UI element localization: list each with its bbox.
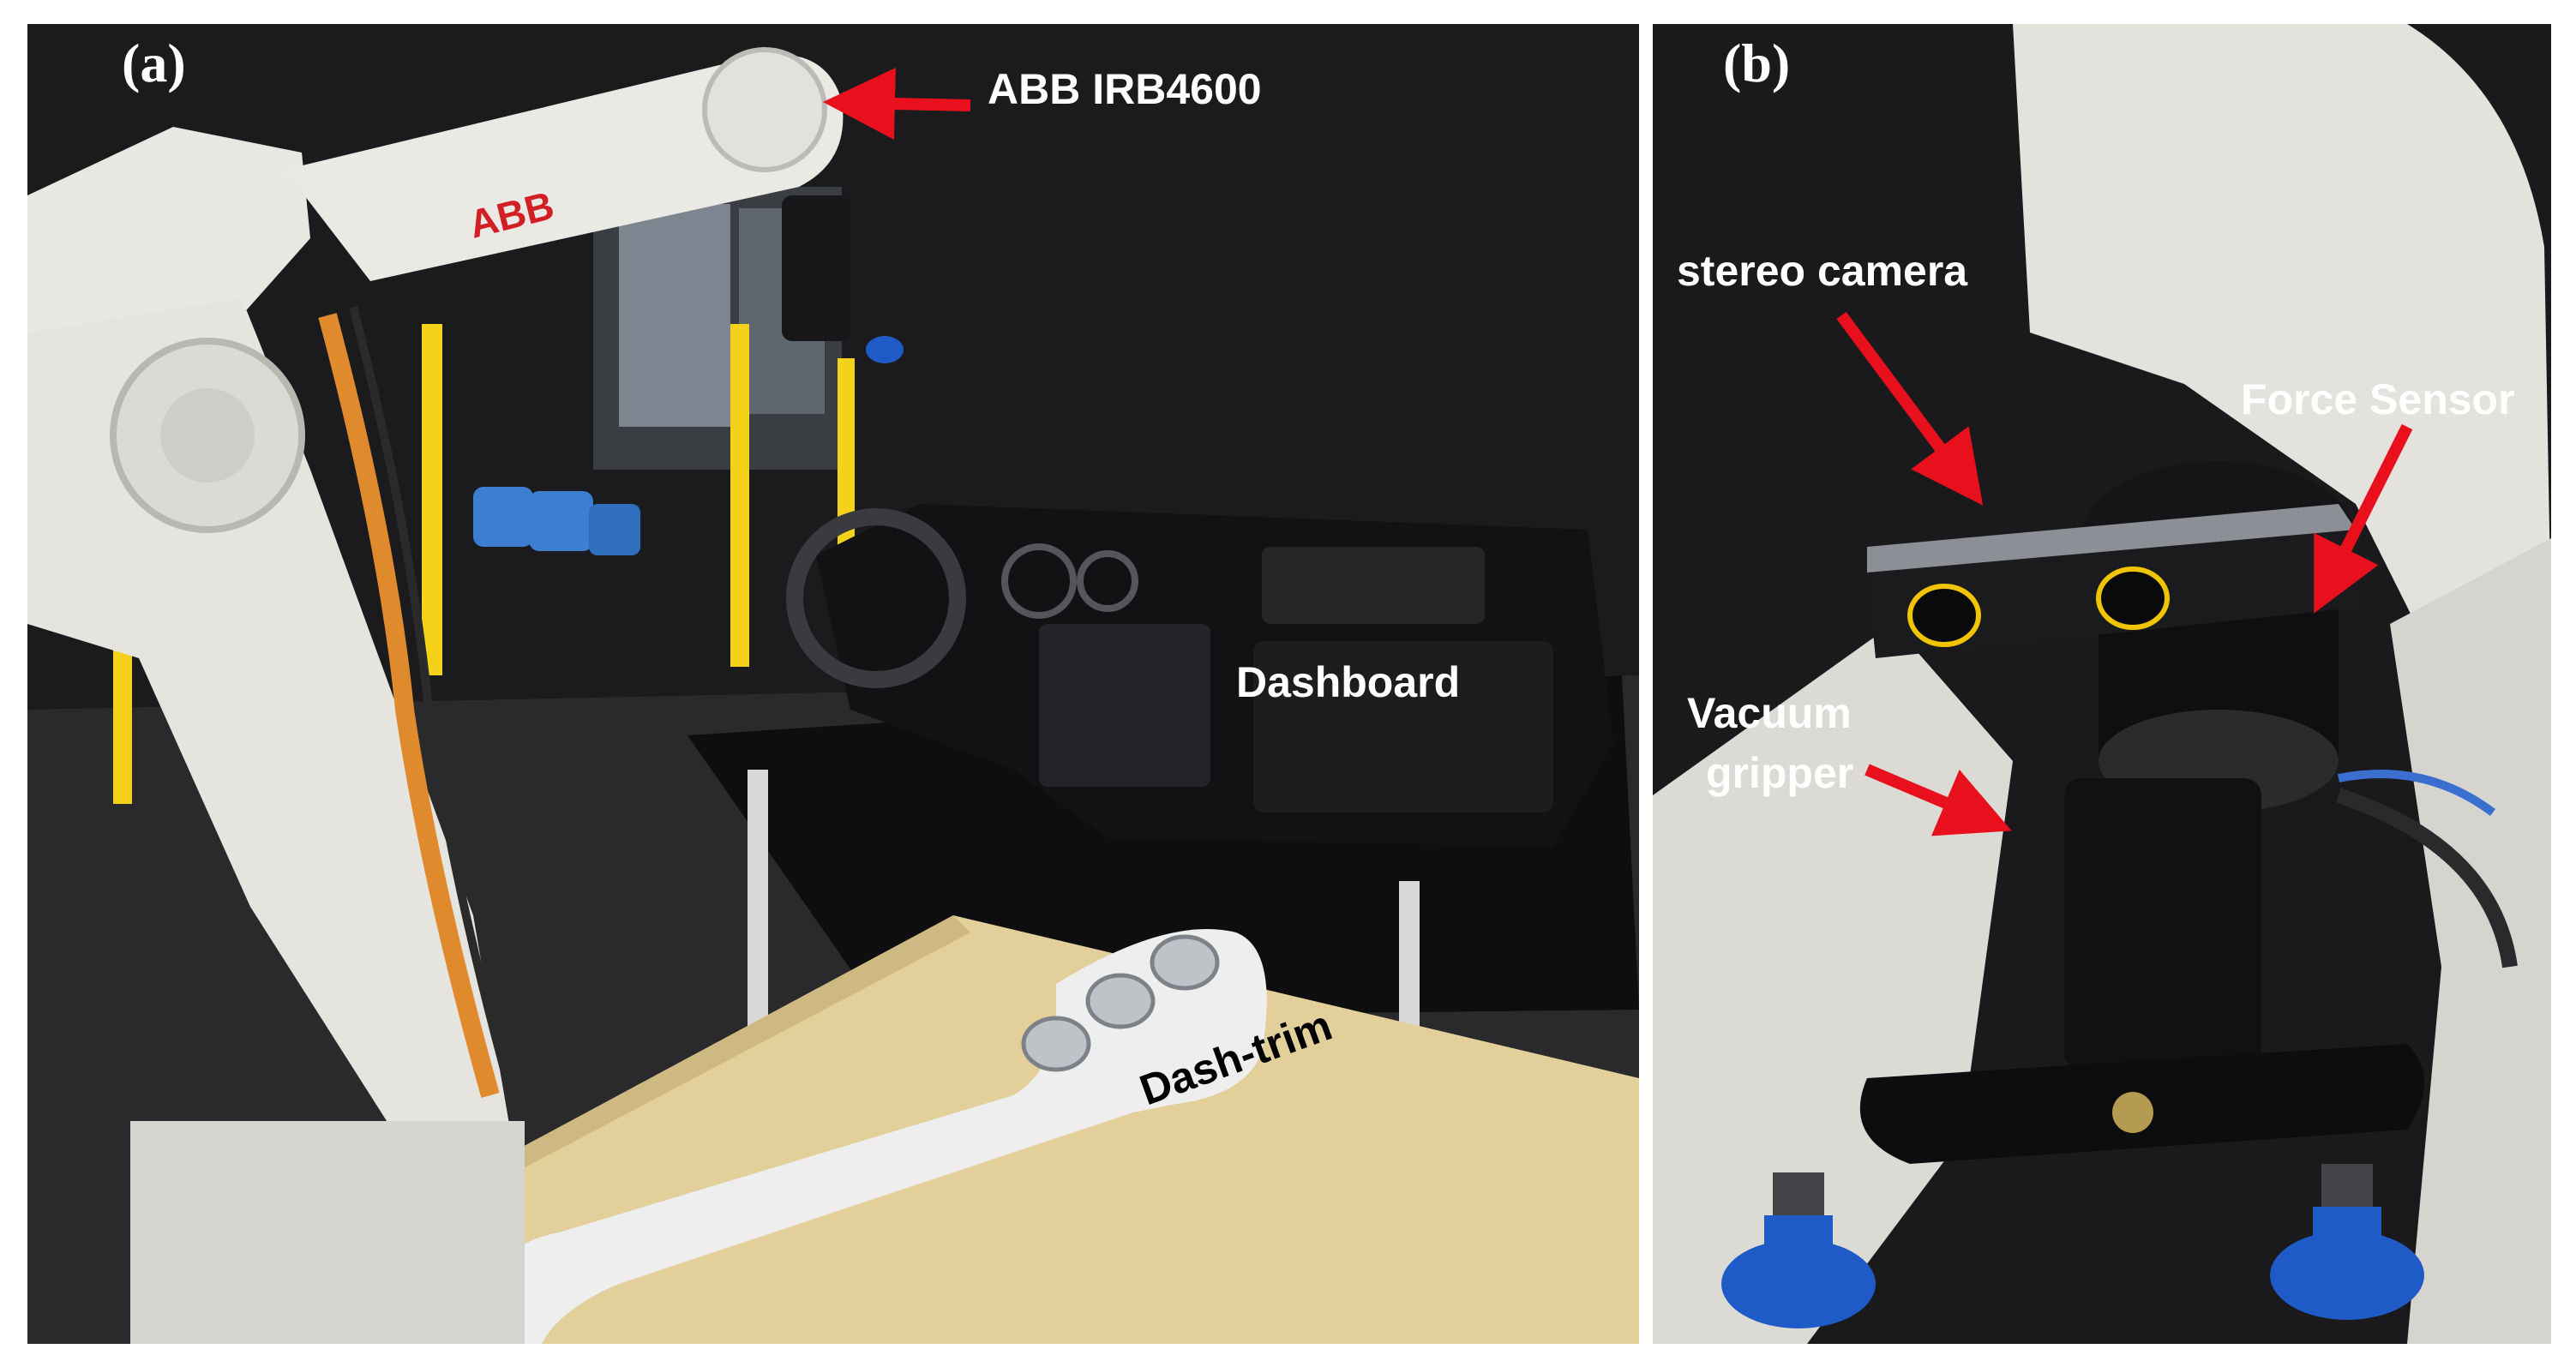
force-sensor-label: Force Sensor (2241, 375, 2515, 423)
dashboard-label: Dashboard (1236, 658, 1461, 706)
panel-b-letter: (b) (1723, 33, 1791, 93)
robot-model-label: ABB IRB4600 (988, 65, 1262, 113)
robot-workcell-photo: ABB (27, 24, 1639, 1344)
panel-a-photo: ABB (a) ABB IRB4600 Dashboard Dash-trim (27, 24, 1639, 1344)
stereo-camera-label: stereo camera (1677, 247, 1968, 295)
panel-b-photo: (b) stereo camera Force Sensor Vacuum gr… (1653, 24, 2551, 1344)
end-effector-closeup-photo (1653, 24, 2551, 1344)
vacuum-gripper-label-line1: Vacuum (1687, 689, 1852, 737)
panel-a-letter: (a) (122, 33, 186, 93)
vacuum-gripper-label-line2: gripper (1706, 749, 1854, 797)
